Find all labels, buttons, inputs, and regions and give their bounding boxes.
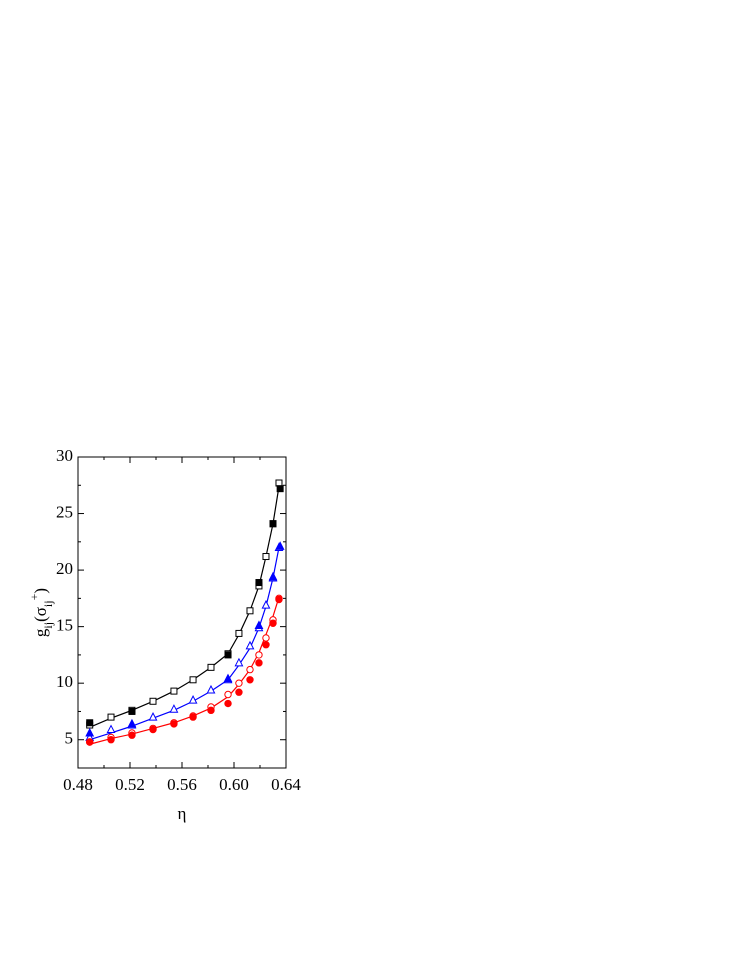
circle-marker <box>224 690 232 699</box>
square-marker <box>275 479 283 487</box>
y-label-part: ) <box>31 588 50 594</box>
y-label-part: ij <box>41 600 55 607</box>
circle-marker <box>246 676 254 684</box>
circle-marker <box>275 595 283 604</box>
triangle-marker <box>127 718 137 728</box>
y-label-part: + <box>27 593 41 600</box>
triangle-marker <box>275 541 285 550</box>
circle-marker <box>170 720 178 728</box>
triangle-marker <box>148 712 158 721</box>
circle-marker <box>235 679 243 687</box>
y-label-part: (σ <box>31 607 50 622</box>
x-tick-label: 0.52 <box>115 775 145 794</box>
square-marker <box>107 713 115 721</box>
circle-marker <box>269 619 277 627</box>
square-marker <box>255 579 263 587</box>
triangle-marker <box>245 640 255 650</box>
x-tick-label: 0.48 <box>63 775 93 794</box>
triangle-marker <box>169 704 179 713</box>
square-marker <box>269 520 277 528</box>
square-marker <box>276 485 284 493</box>
square-marker <box>170 687 178 695</box>
y-tick-label: 5 <box>65 729 74 748</box>
triangle-marker <box>188 695 198 704</box>
triangle-marker <box>206 684 216 694</box>
circle-marker <box>86 738 94 746</box>
square-marker <box>128 707 136 715</box>
circle-marker <box>189 713 197 721</box>
circle-marker <box>207 706 215 715</box>
x-axis-label: η <box>178 804 187 823</box>
circle-marker <box>107 736 115 744</box>
square-marker <box>207 663 215 671</box>
circle-marker <box>128 731 136 739</box>
circle-marker <box>262 634 270 642</box>
x-tick-label: 0.56 <box>167 775 197 794</box>
circle-marker <box>224 699 232 708</box>
triangle-marker <box>85 727 95 737</box>
y-tick-label: 25 <box>56 502 73 521</box>
square-marker <box>189 676 197 684</box>
circle-marker <box>255 651 263 659</box>
square-marker <box>235 629 243 637</box>
circle-marker <box>255 659 263 667</box>
curve <box>89 547 280 741</box>
y-tick-label: 20 <box>56 559 73 578</box>
triangle-marker <box>268 571 278 581</box>
curve <box>89 486 280 728</box>
triangle-marker <box>254 620 264 630</box>
square-marker <box>149 697 157 705</box>
x-tick-label: 0.60 <box>219 775 249 794</box>
y-tick-label: 30 <box>56 446 73 465</box>
circle-marker <box>246 665 254 674</box>
triangle-marker <box>106 724 116 734</box>
y-label-part: ij <box>41 622 55 629</box>
y-tick-label: 15 <box>56 616 73 635</box>
y-axis-label: gij(σij+) <box>27 588 55 637</box>
triangle-marker <box>234 657 244 667</box>
square-marker <box>262 553 270 561</box>
square-marker <box>246 607 254 615</box>
triangle-marker <box>261 600 271 609</box>
square-marker <box>86 719 94 727</box>
y-label-part: g <box>31 628 50 637</box>
y-tick-label: 10 <box>56 672 73 691</box>
x-tick-label: 0.64 <box>271 775 301 794</box>
circle-marker <box>262 641 270 649</box>
circle-marker <box>149 725 157 734</box>
triangle-marker <box>223 673 233 683</box>
square-marker <box>224 651 232 659</box>
plot-frame <box>77 456 287 769</box>
circle-marker <box>235 688 243 696</box>
